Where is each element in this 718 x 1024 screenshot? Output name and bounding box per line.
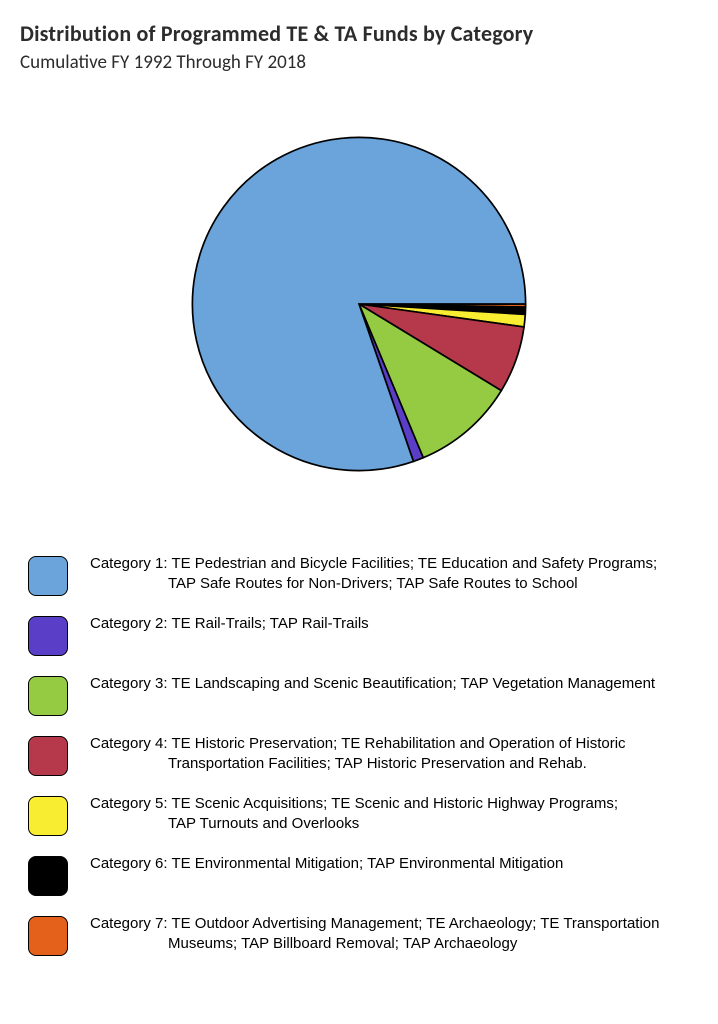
- legend-label-cat5: Category 5: TE Scenic Acquisitions; TE S…: [90, 794, 618, 833]
- legend-row-cat1: Category 1: TE Pedestrian and Bicycle Fa…: [28, 554, 698, 596]
- legend-swatch-cat2: [28, 616, 68, 656]
- legend-label-line2: TAP Turnouts and Overlooks: [90, 814, 618, 834]
- legend-row-cat3: Category 3: TE Landscaping and Scenic Be…: [28, 674, 698, 716]
- legend-swatch-cat6: [28, 856, 68, 896]
- chart-area: [20, 134, 698, 474]
- legend-swatch-cat4: [28, 736, 68, 776]
- legend-row-cat7: Category 7: TE Outdoor Advertising Manag…: [28, 914, 698, 956]
- legend-label-line1: Category 3: TE Landscaping and Scenic Be…: [90, 674, 655, 694]
- legend-label-line2: Transportation Facilities; TAP Historic …: [90, 754, 626, 774]
- legend-row-cat6: Category 6: TE Environmental Mitigation;…: [28, 854, 698, 896]
- legend-swatch-cat7: [28, 916, 68, 956]
- page: Distribution of Programmed TE & TA Funds…: [0, 0, 718, 1004]
- legend-row-cat2: Category 2: TE Rail-Trails; TAP Rail-Tra…: [28, 614, 698, 656]
- legend-label-line2: Museums; TAP Billboard Removal; TAP Arch…: [90, 934, 659, 954]
- legend-label-line1: Category 1: TE Pedestrian and Bicycle Fa…: [90, 554, 657, 574]
- legend-swatch-cat1: [28, 556, 68, 596]
- pie-svg: [189, 134, 529, 474]
- legend: Category 1: TE Pedestrian and Bicycle Fa…: [20, 554, 698, 956]
- legend-label-line1: Category 4: TE Historic Preservation; TE…: [90, 734, 626, 754]
- legend-label-line1: Category 5: TE Scenic Acquisitions; TE S…: [90, 794, 618, 814]
- legend-row-cat4: Category 4: TE Historic Preservation; TE…: [28, 734, 698, 776]
- legend-row-cat5: Category 5: TE Scenic Acquisitions; TE S…: [28, 794, 698, 836]
- legend-label-cat2: Category 2: TE Rail-Trails; TAP Rail-Tra…: [90, 614, 369, 634]
- legend-label-cat7: Category 7: TE Outdoor Advertising Manag…: [90, 914, 659, 953]
- legend-label-line2: TAP Safe Routes for Non-Drivers; TAP Saf…: [90, 574, 657, 594]
- legend-label-cat3: Category 3: TE Landscaping and Scenic Be…: [90, 674, 655, 694]
- page-title: Distribution of Programmed TE & TA Funds…: [20, 20, 698, 47]
- legend-label-cat4: Category 4: TE Historic Preservation; TE…: [90, 734, 626, 773]
- legend-swatch-cat5: [28, 796, 68, 836]
- legend-label-line1: Category 7: TE Outdoor Advertising Manag…: [90, 914, 659, 934]
- legend-label-line1: Category 6: TE Environmental Mitigation;…: [90, 854, 563, 874]
- legend-label-line1: Category 2: TE Rail-Trails; TAP Rail-Tra…: [90, 614, 369, 634]
- legend-label-cat6: Category 6: TE Environmental Mitigation;…: [90, 854, 563, 874]
- pie-chart: [189, 134, 529, 474]
- legend-swatch-cat3: [28, 676, 68, 716]
- legend-label-cat1: Category 1: TE Pedestrian and Bicycle Fa…: [90, 554, 657, 593]
- page-subtitle: Cumulative FY 1992 Through FY 2018: [20, 51, 698, 74]
